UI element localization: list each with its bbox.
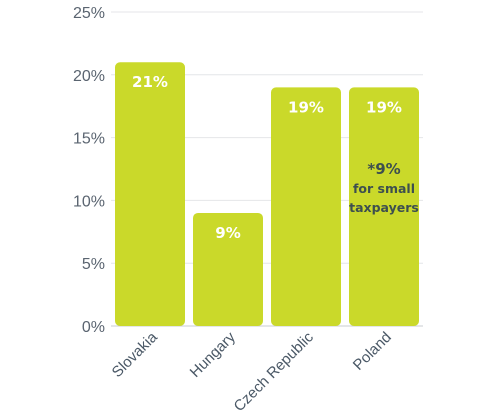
- bar: [271, 87, 341, 326]
- bar-data-label: 9%: [215, 224, 240, 242]
- annotation-line: *9%: [367, 160, 400, 178]
- x-tick-label: Slovakia: [109, 328, 162, 381]
- y-axis-ticks: 0% 5% 10% 15% 20% 25%: [73, 5, 105, 336]
- x-tick-label: Hungary: [187, 328, 239, 380]
- bar: [115, 62, 185, 327]
- y-tick-label: 25%: [73, 5, 105, 22]
- bar: [193, 212, 263, 326]
- bar-data-label: 21%: [132, 73, 168, 91]
- y-tick-label: 5%: [82, 256, 105, 273]
- annotation-line: for small: [353, 181, 415, 196]
- annotation-line: taxpayers: [349, 200, 419, 215]
- y-tick-label: 10%: [73, 193, 105, 210]
- bar: [349, 87, 419, 326]
- bars: 21% 9% 19% 19%: [115, 62, 419, 327]
- y-tick-label: 15%: [73, 131, 105, 148]
- x-tick-label: Poland: [350, 329, 395, 374]
- annotation: *9% for small taxpayers: [349, 160, 419, 215]
- bar-data-label: 19%: [288, 98, 324, 116]
- y-tick-label: 0%: [82, 319, 105, 336]
- y-tick-label: 20%: [73, 68, 105, 85]
- x-tick-label: Czech Republic: [231, 328, 318, 415]
- bar-data-label: 19%: [366, 98, 402, 116]
